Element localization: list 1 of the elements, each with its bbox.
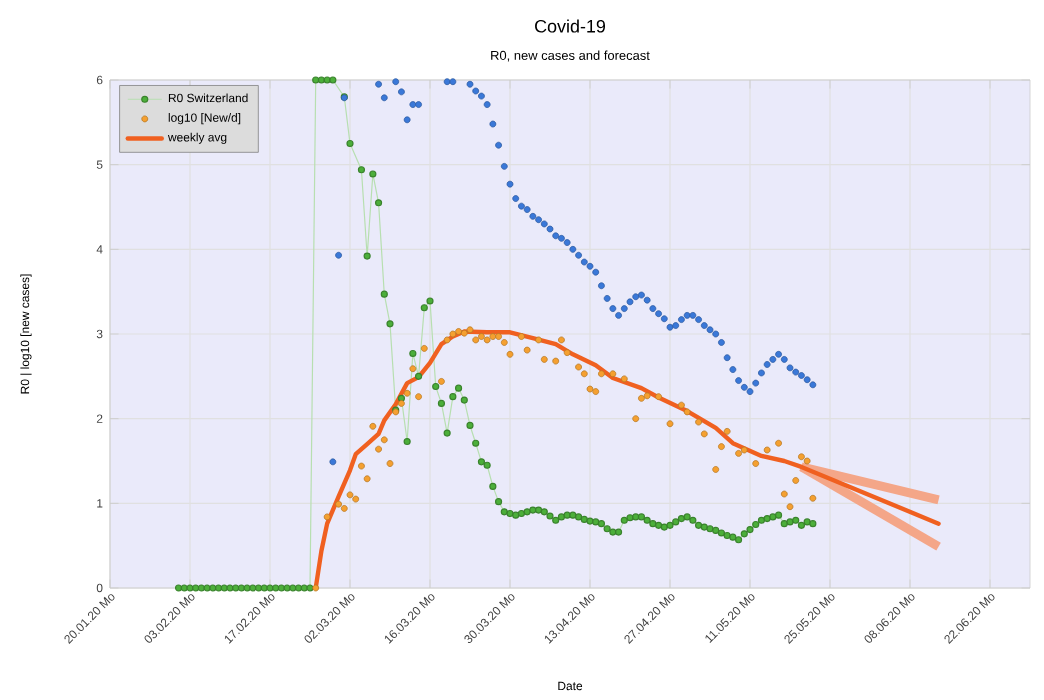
chart-title: Covid-19 bbox=[535, 19, 606, 33]
